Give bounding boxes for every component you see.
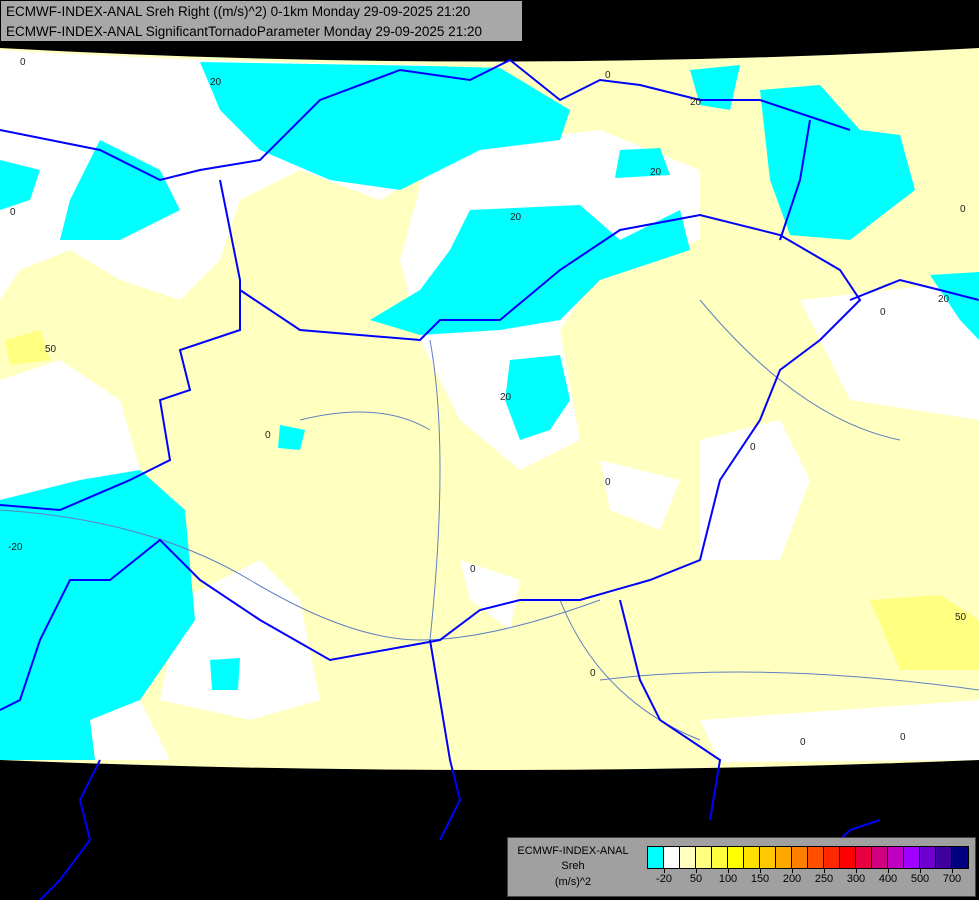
legend-tick-label: 700	[942, 873, 962, 885]
svg-text:20: 20	[510, 212, 522, 223]
legend-color-cell	[888, 847, 904, 868]
legend-color-cell	[760, 847, 776, 868]
legend-color-bar	[647, 846, 969, 869]
legend-color-cell	[840, 847, 856, 868]
svg-text:0: 0	[900, 732, 906, 743]
legend-tick	[952, 868, 953, 873]
svg-text:0: 0	[10, 207, 16, 218]
legend-color-cell	[792, 847, 808, 868]
svg-text:0: 0	[605, 477, 611, 488]
legend-tick-label: 150	[750, 873, 770, 885]
legend-tick-label: 200	[782, 873, 802, 885]
svg-text:50: 50	[45, 344, 57, 355]
svg-text:20: 20	[210, 77, 222, 88]
legend-color-cell	[920, 847, 936, 868]
svg-text:0: 0	[470, 564, 476, 575]
legend-color-cell	[936, 847, 952, 868]
legend-tick-label: 100	[718, 873, 738, 885]
legend-tick	[888, 868, 889, 873]
svg-text:0: 0	[590, 668, 596, 679]
legend-source: ECMWF-INDEX-ANAL	[517, 845, 629, 857]
legend-color-cell	[776, 847, 792, 868]
svg-text:-20: -20	[8, 542, 23, 553]
title-line-1: ECMWF-INDEX-ANAL Sreh Right ((m/s)^2) 0-…	[6, 4, 471, 19]
svg-text:20: 20	[500, 392, 512, 403]
legend-tick-label: 500	[910, 873, 930, 885]
legend-color-cell	[744, 847, 760, 868]
legend-color-cell	[808, 847, 824, 868]
svg-text:0: 0	[800, 737, 806, 748]
legend-tick	[696, 868, 697, 873]
legend-color-cell	[824, 847, 840, 868]
medium-positive-areas	[5, 330, 979, 670]
legend-tick	[856, 868, 857, 873]
legend-tick	[920, 868, 921, 873]
legend-color-cell	[952, 847, 968, 868]
legend-color-cell	[712, 847, 728, 868]
legend-parameter: Sreh	[561, 860, 585, 872]
negative-sreh-areas	[0, 62, 979, 760]
svg-text:0: 0	[880, 307, 886, 318]
legend-tick-label: 300	[846, 873, 866, 885]
legend-color-cell	[904, 847, 920, 868]
legend-tick	[664, 868, 665, 873]
rivers	[0, 299, 979, 741]
svg-text:20: 20	[938, 294, 950, 305]
svg-text:0: 0	[750, 442, 756, 453]
legend-tick	[760, 868, 761, 873]
svg-text:0: 0	[960, 204, 966, 215]
svg-text:0: 0	[20, 57, 26, 68]
svg-text:20: 20	[650, 167, 662, 178]
legend-tick-label: 50	[689, 873, 703, 885]
legend-tick-label: 400	[878, 873, 898, 885]
svg-text:0: 0	[265, 430, 271, 441]
legend-color-cell	[680, 847, 696, 868]
svg-text:50: 50	[955, 612, 967, 623]
legend-tick	[792, 868, 793, 873]
legend-tick	[728, 868, 729, 873]
title-line-2: ECMWF-INDEX-ANAL SignificantTornadoParam…	[6, 24, 482, 39]
legend-color-cell	[696, 847, 712, 868]
legend-tick-label: -20	[656, 873, 672, 885]
legend-color-cell	[728, 847, 744, 868]
contour-labels: 0 20 20 20 20 0 50 0 20 0 0 -20 0 50 0 0…	[8, 57, 967, 748]
legend-color-cell	[648, 847, 664, 868]
title-box: ECMWF-INDEX-ANAL Sreh Right ((m/s)^2) 0-…	[0, 0, 523, 42]
legend-unit: (m/s)^2	[554, 876, 592, 888]
legend-tick	[824, 868, 825, 873]
svg-text:0: 0	[605, 70, 611, 81]
legend-color-cell	[872, 847, 888, 868]
legend-color-cell	[664, 847, 680, 868]
legend-tick-label: 250	[814, 873, 834, 885]
svg-text:20: 20	[690, 97, 702, 108]
color-legend: ECMWF-INDEX-ANAL Sreh (m/s)^2 -20 50 100 15…	[507, 837, 976, 897]
legend-color-cell	[856, 847, 872, 868]
